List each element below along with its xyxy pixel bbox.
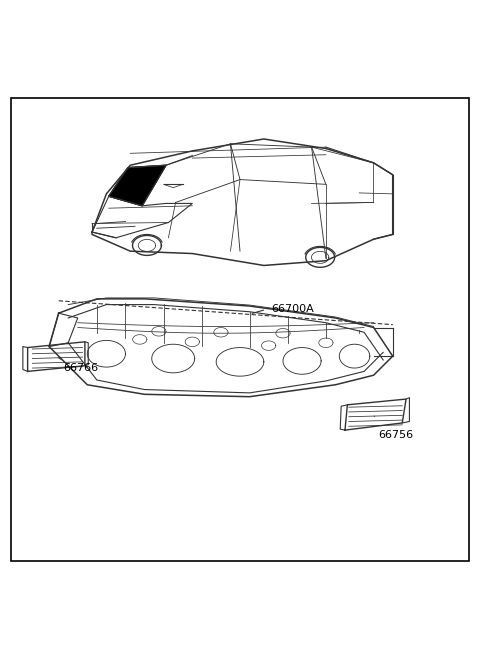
- Polygon shape: [109, 165, 166, 206]
- Text: 66700A: 66700A: [271, 305, 314, 314]
- Text: 66766: 66766: [63, 363, 98, 373]
- Text: 66756: 66756: [378, 430, 413, 440]
